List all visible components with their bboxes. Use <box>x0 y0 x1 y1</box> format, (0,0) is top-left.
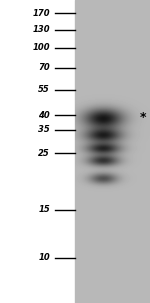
Text: 35: 35 <box>38 125 50 135</box>
Text: 40: 40 <box>38 111 50 119</box>
Text: 55: 55 <box>38 85 50 95</box>
Text: 10: 10 <box>38 254 50 262</box>
Text: 25: 25 <box>38 148 50 158</box>
Text: 130: 130 <box>32 25 50 35</box>
Text: 170: 170 <box>32 8 50 18</box>
Text: 15: 15 <box>38 205 50 215</box>
Text: 100: 100 <box>32 44 50 52</box>
Bar <box>75 0 150 303</box>
Text: *: * <box>140 112 146 125</box>
Text: 70: 70 <box>38 64 50 72</box>
